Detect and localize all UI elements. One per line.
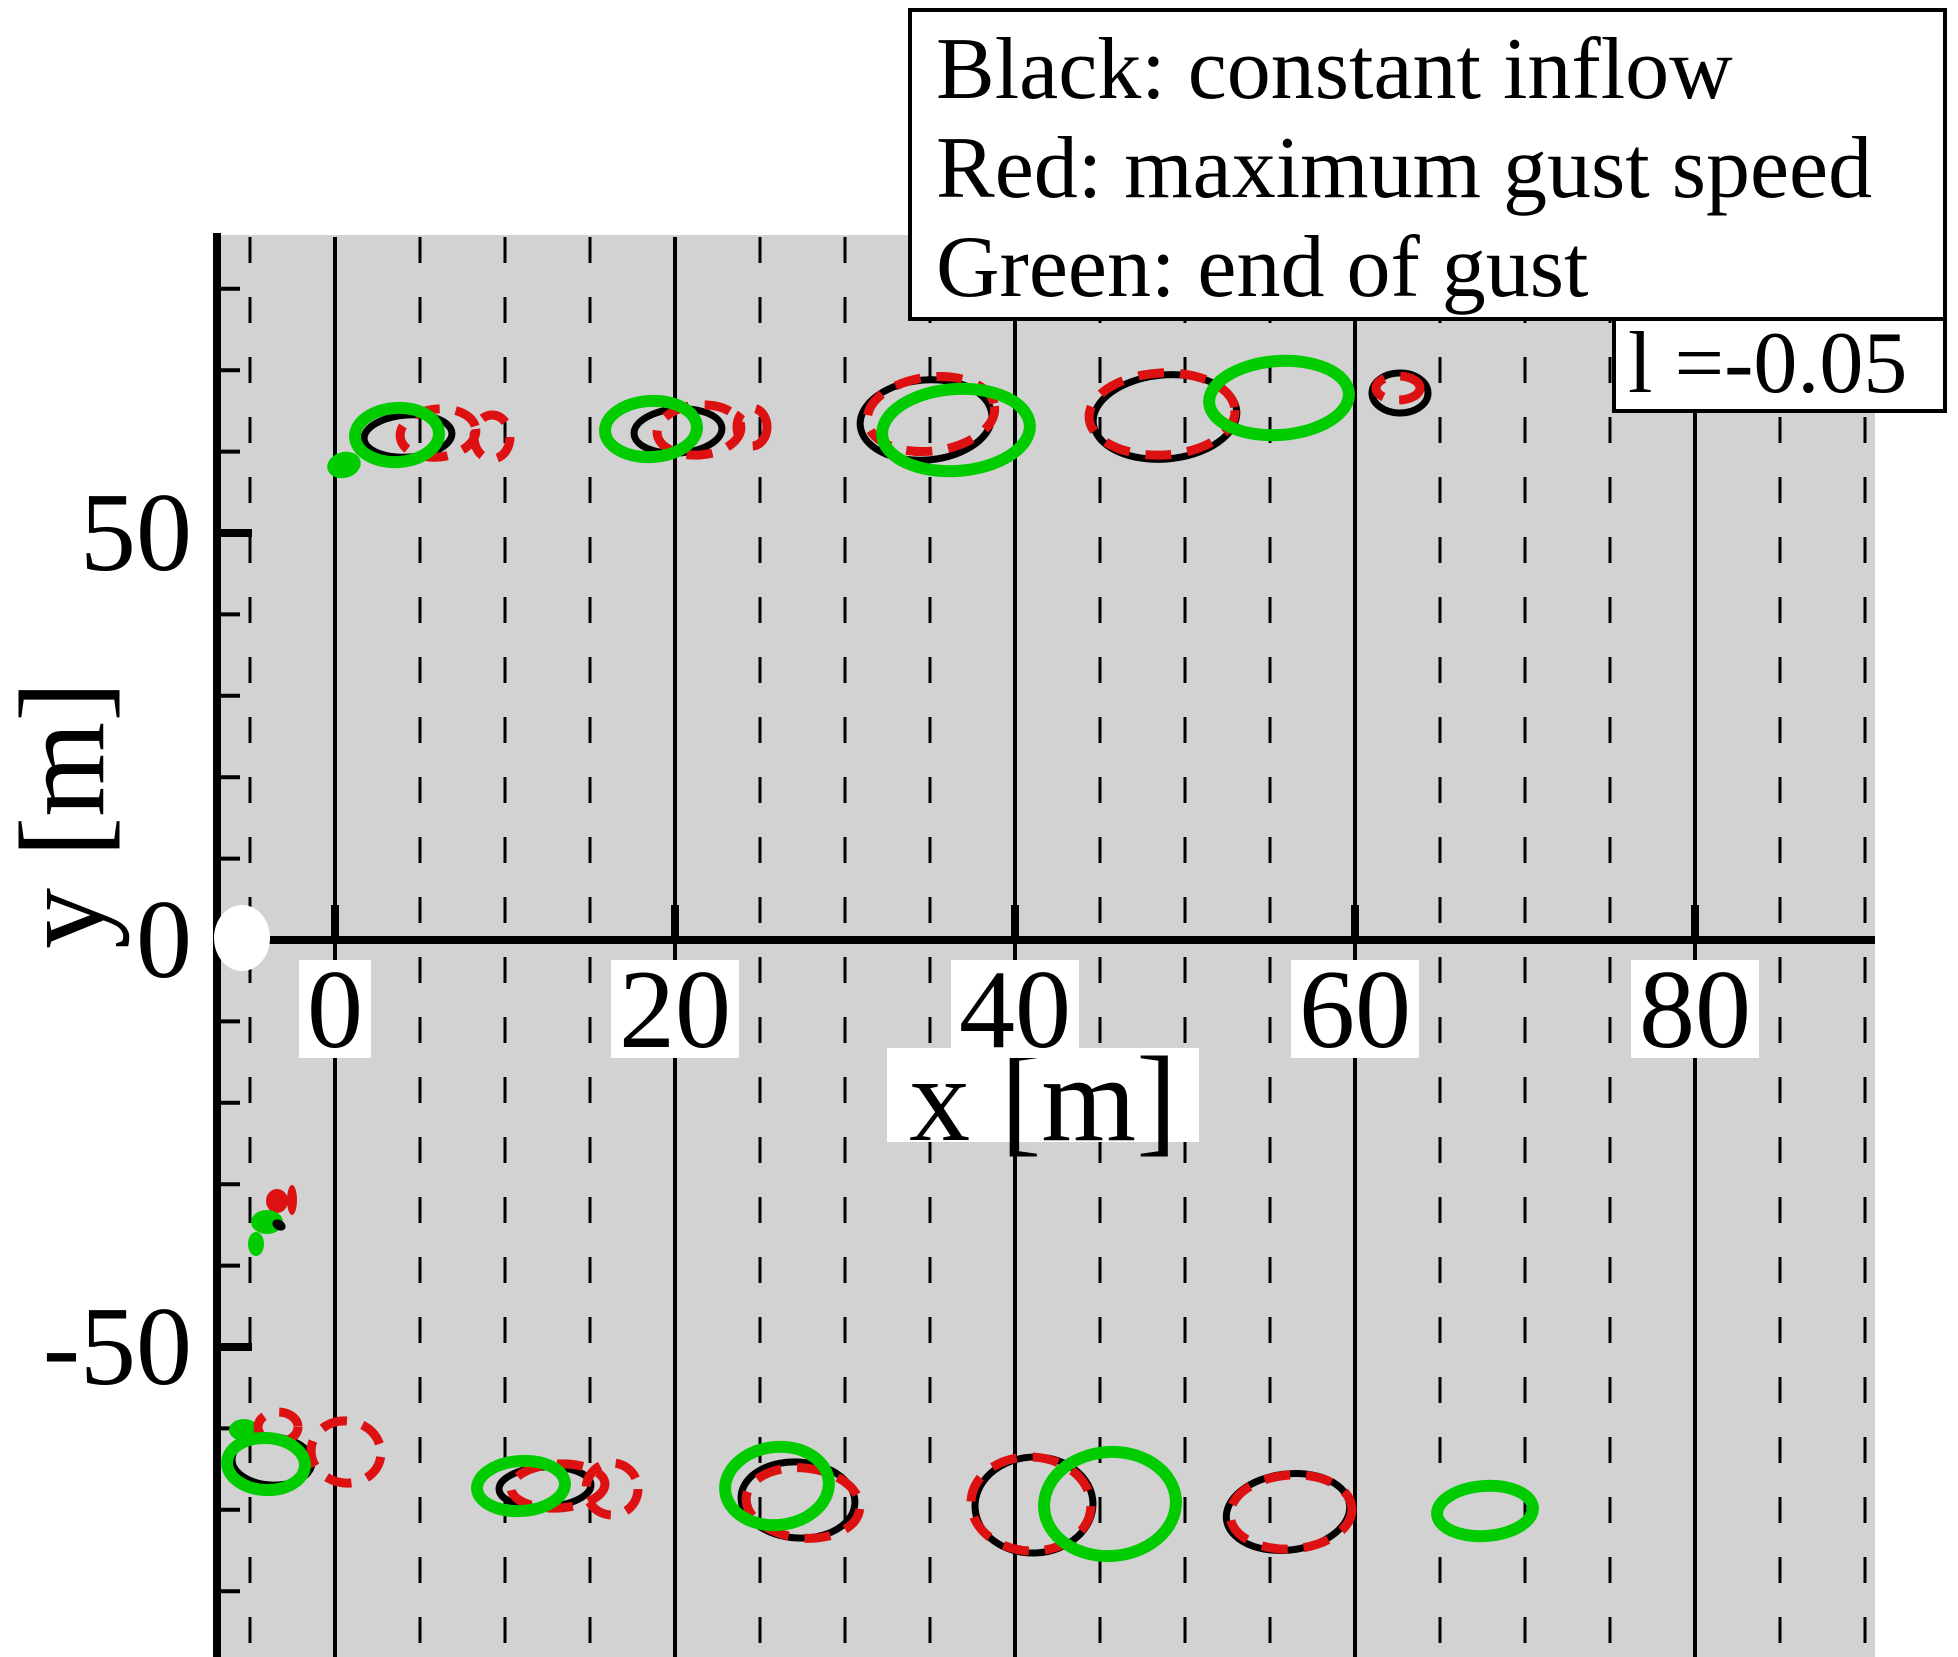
contour-red: [732, 403, 772, 451]
x-axis-tick: [1011, 905, 1019, 940]
contour-fragment-black: [272, 1219, 286, 1231]
contour-black: [971, 1453, 1097, 1557]
contour-red: [306, 1416, 386, 1488]
contour-green: [471, 1454, 571, 1518]
contour-red: [253, 1407, 303, 1447]
x-axis-tick: [1351, 905, 1359, 940]
legend-line-red: Red: maximum gust speed: [936, 120, 1873, 217]
contour-green: [1203, 354, 1355, 442]
contour-fragment-red: [287, 1185, 297, 1215]
contour-black: [1368, 369, 1432, 417]
contour-green: [876, 382, 1036, 478]
y-tick-label: 50: [80, 471, 192, 595]
x-axis-tick: [331, 905, 339, 940]
legend-box: Black: constant inflow Red: maximum gust…: [908, 8, 1947, 321]
contour-fragment-green: [327, 451, 361, 479]
legend-line-black: Black: constant inflow: [936, 21, 1733, 118]
plot-background: [217, 235, 1875, 1657]
x-axis-tick: [671, 905, 679, 940]
x-axis-label: x [m]: [887, 1039, 1199, 1161]
x-tick-label: 0: [299, 954, 371, 1066]
x-tick-label: 40: [951, 954, 1079, 1066]
contour-red: [581, 1458, 643, 1520]
y-tick-label: 0: [136, 878, 192, 1002]
contour-green: [599, 394, 703, 464]
contour-fragment-green: [248, 1232, 264, 1256]
contour-red: [469, 410, 515, 464]
contour-level-annotation: l =-0.05: [1612, 313, 1947, 413]
contour-red: [862, 371, 1000, 457]
x-axis-tick: [1691, 905, 1699, 940]
contour-green: [1431, 1479, 1539, 1543]
x-tick-label: 20: [611, 954, 739, 1066]
contour-fragment-red: [266, 1189, 288, 1213]
contour-green: [1038, 1445, 1182, 1563]
origin-marker: [214, 905, 270, 971]
y-tick-label: -50: [42, 1285, 192, 1409]
contour-green: [221, 1431, 311, 1497]
contour-red: [1371, 371, 1425, 405]
contour-red: [741, 1463, 865, 1543]
legend-line-green: Green: end of gust: [936, 219, 1589, 316]
x-tick-label: 80: [1631, 954, 1759, 1066]
contour-red: [506, 1459, 610, 1513]
contour-red: [395, 404, 481, 462]
contour-red: [966, 1452, 1096, 1556]
contour-black: [737, 1458, 859, 1542]
contour-green: [719, 1440, 835, 1532]
contour-red: [1225, 1470, 1357, 1554]
x-tick-label: 60: [1291, 954, 1419, 1066]
contour-green: [349, 401, 445, 469]
contour-red: [1084, 368, 1240, 460]
